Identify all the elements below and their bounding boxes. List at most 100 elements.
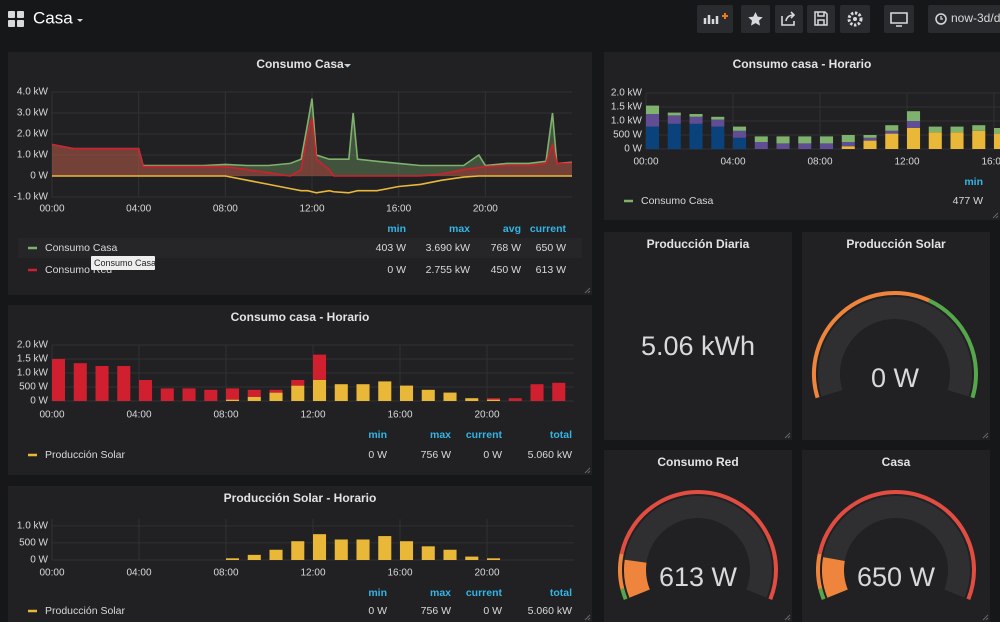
panel-canvas: Consumo casa - Horario 2.0 kW 1.5 kW 1.0 kW… bbox=[611, 57, 1000, 219]
bar-segment bbox=[689, 116, 703, 124]
bar-segment bbox=[117, 366, 131, 401]
x-tick-label: 16:00 bbox=[387, 410, 412, 421]
x-tick-label: 08:00 bbox=[213, 568, 238, 579]
bar-segment bbox=[798, 136, 812, 144]
add-panel-icon bbox=[703, 15, 719, 24]
x-tick-label: 08:00 bbox=[213, 410, 238, 421]
clock-hands bbox=[940, 16, 943, 20]
time-range[interactable]: now-3d/d bbox=[951, 11, 1000, 25]
legend-row-highlight bbox=[18, 238, 582, 258]
clock-icon bbox=[935, 13, 947, 25]
y-tick-label: 0 W bbox=[30, 171, 48, 182]
y-tick-label: 500 W bbox=[19, 538, 48, 549]
bar-segment bbox=[378, 381, 392, 401]
y-tick-label: 500 W bbox=[19, 382, 48, 393]
resize-handle bbox=[992, 212, 999, 219]
bar-segment bbox=[52, 359, 66, 401]
legend-stat: 0 W bbox=[368, 449, 387, 461]
panel-title: Consumo Casa bbox=[256, 57, 344, 71]
panel: Producción Solar - Horario 1.0 kW 500 W 0 W… bbox=[8, 486, 592, 622]
save-button[interactable] bbox=[807, 5, 835, 33]
monitor-icon bbox=[890, 12, 908, 27]
panel-canvas: Consumo Casa 4.0 kW 3.0 kW 2.0 kW 1.0 kW 0 W -… bbox=[14, 57, 591, 294]
bar-segment bbox=[733, 126, 747, 131]
legend-stat: 613 W bbox=[536, 264, 566, 276]
legend-column-header: max bbox=[430, 587, 451, 599]
panel-canvas: Producción Solar - Horario 1.0 kW 500 W 0 W… bbox=[17, 491, 591, 621]
gauge-track bbox=[822, 496, 970, 598]
legend-stat: 5.060 kW bbox=[528, 449, 572, 461]
bar-segment bbox=[443, 392, 457, 401]
gauge-track bbox=[818, 297, 972, 397]
legend-stat: 756 W bbox=[421, 605, 451, 617]
tooltip-text: Consumo Casa bbox=[94, 258, 156, 268]
x-tick-label: 20:00 bbox=[474, 568, 499, 579]
bar-segment bbox=[733, 130, 747, 138]
legend-stat: 0 W bbox=[483, 449, 502, 461]
gauge-value: 650 W bbox=[857, 562, 936, 592]
series-line bbox=[51, 117, 573, 177]
gauge-threshold-band bbox=[816, 553, 823, 590]
gauge-threshold-band bbox=[812, 291, 931, 399]
legend-column-header: total bbox=[550, 587, 572, 599]
add-panel-button[interactable] bbox=[697, 5, 733, 33]
bar-segment bbox=[885, 125, 899, 131]
legend-column-header: min bbox=[368, 429, 387, 441]
time-picker[interactable] bbox=[928, 5, 1000, 33]
bar-segment bbox=[465, 398, 479, 401]
bar-segment bbox=[226, 399, 240, 401]
resize-handle bbox=[982, 614, 989, 621]
y-tick-label: 0 W bbox=[30, 396, 48, 407]
legend-column-header: min bbox=[368, 587, 387, 599]
share-button[interactable] bbox=[775, 5, 803, 33]
bar-segment bbox=[421, 389, 435, 401]
x-tick-label: 08:00 bbox=[213, 204, 238, 215]
legend-column-header: current bbox=[466, 429, 503, 441]
bar-segment bbox=[885, 133, 899, 149]
bar-segment bbox=[247, 554, 261, 560]
bar-segment bbox=[508, 398, 522, 401]
bar-segment bbox=[226, 388, 240, 400]
bar-segment bbox=[733, 137, 747, 149]
bar-segment bbox=[291, 385, 305, 401]
add-plus-icon bbox=[722, 13, 728, 19]
bar-segment bbox=[400, 541, 414, 560]
bar-segment bbox=[972, 130, 986, 149]
legend-stat: 3.690 kW bbox=[426, 242, 470, 254]
panel: Consumo casa - Horario 2.0 kW 1.5 kW 1.0 kW… bbox=[8, 305, 592, 475]
legend-stat: 0 W bbox=[483, 605, 502, 617]
bar-segment bbox=[552, 382, 566, 401]
panel-title: Producción Solar bbox=[846, 237, 946, 251]
bar-segment bbox=[841, 146, 855, 149]
bar-segment bbox=[646, 126, 660, 149]
x-tick-label: 00:00 bbox=[39, 568, 64, 579]
bar-segment bbox=[421, 546, 435, 560]
y-tick-label: 1.5 kW bbox=[17, 354, 49, 365]
view-mode-button[interactable] bbox=[884, 5, 914, 33]
bar-segment bbox=[247, 389, 261, 397]
legend-stat: 650 W bbox=[536, 242, 566, 254]
bar-segment bbox=[313, 379, 327, 401]
panel: Producción Diaria 5.06 kWh bbox=[604, 232, 792, 440]
y-tick-label: 1.5 kW bbox=[611, 102, 643, 113]
bar-segment bbox=[863, 135, 877, 138]
bar-segment bbox=[334, 539, 348, 560]
legend-stat: 0 W bbox=[387, 264, 406, 276]
series-area bbox=[52, 98, 572, 176]
bar-segment bbox=[313, 354, 327, 380]
series-line bbox=[52, 175, 572, 194]
legend-column-header: max bbox=[449, 223, 470, 235]
legend-stat: 0 W bbox=[368, 605, 387, 617]
bar-segment bbox=[465, 556, 479, 560]
dashboard-title[interactable]: Casa bbox=[33, 8, 73, 27]
bar-segment bbox=[356, 539, 370, 560]
panel-title: Consumo casa - Horario bbox=[733, 57, 872, 71]
gauge-value: 613 W bbox=[659, 562, 738, 592]
y-tick-label: 1.0 kW bbox=[17, 150, 49, 161]
bar-segment bbox=[378, 536, 392, 560]
x-tick-label: 04:00 bbox=[126, 204, 151, 215]
x-tick-label: 12:00 bbox=[894, 157, 919, 168]
top-bar: Casa now-3d/d bbox=[8, 5, 1000, 33]
bar-segment bbox=[863, 137, 877, 141]
